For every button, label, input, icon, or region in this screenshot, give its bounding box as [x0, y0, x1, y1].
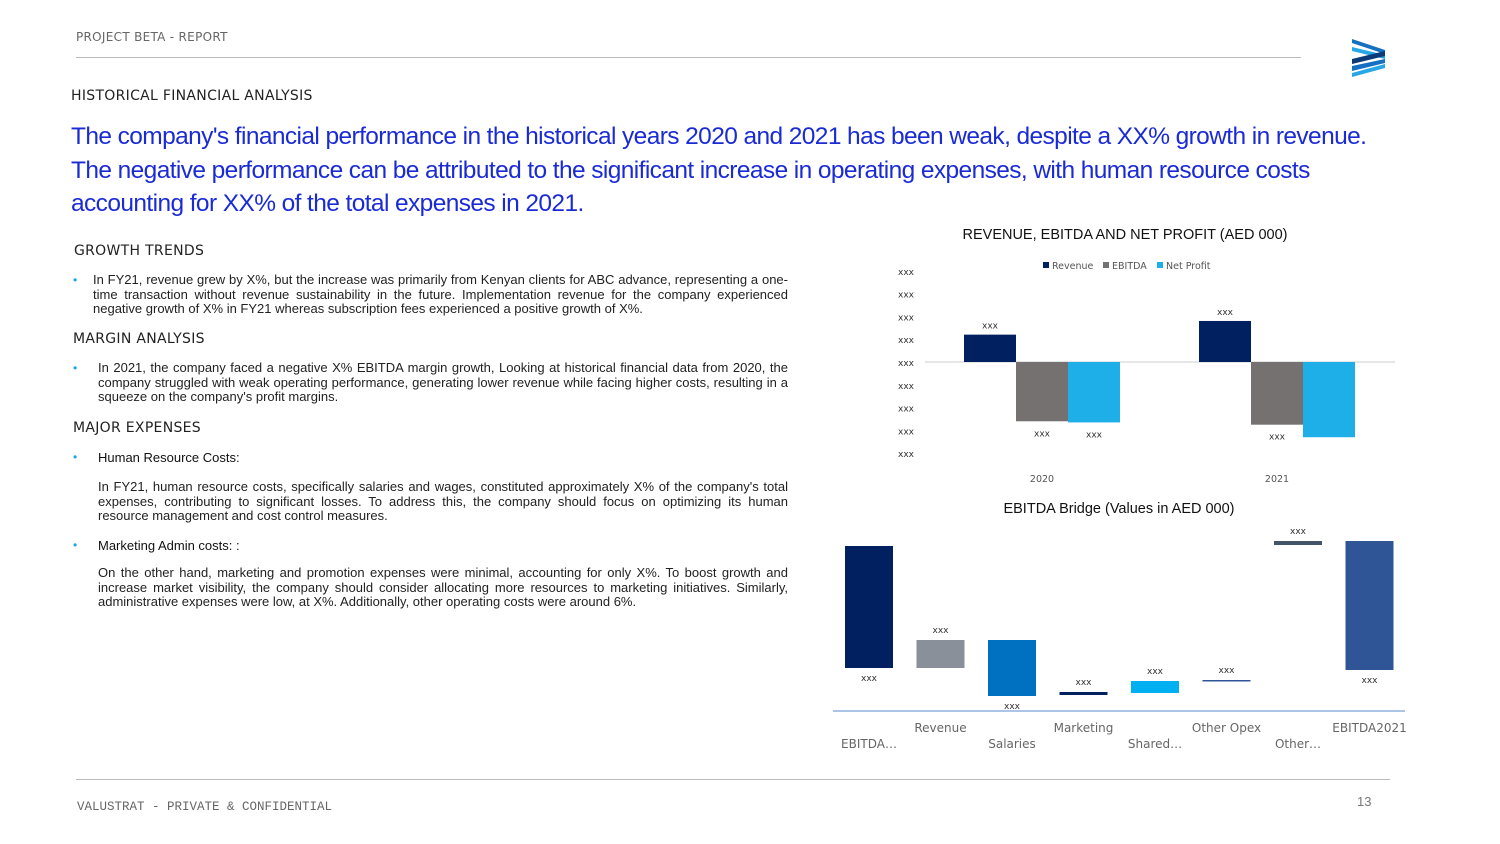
x-tick-label: 2021: [1265, 474, 1289, 485]
x-tick-label: Marketing: [1054, 721, 1114, 735]
header-divider: [76, 57, 1301, 58]
bar-revenue: [964, 334, 1016, 362]
y-tick-label: xxx: [898, 359, 915, 369]
y-tick-label: xxx: [898, 450, 915, 460]
x-tick-label: Revenue: [914, 721, 966, 735]
y-tick-label: xxx: [898, 405, 915, 415]
waterfall-bar: [1131, 681, 1179, 693]
waterfall-bar: [1202, 680, 1251, 682]
bullet-icon: •: [73, 273, 78, 287]
bullet-icon: •: [73, 538, 78, 552]
waterfall-bar: [1274, 541, 1322, 545]
revenue-ebitda-netprofit-chart: xxx xxx xxx xxx xxx xxx xxx xxx xxx Revenue EBITDA…: [898, 261, 1395, 485]
legend-label: EBITDA: [1112, 261, 1147, 272]
data-label: xxx: [982, 322, 999, 332]
data-label: xxx: [1290, 527, 1307, 537]
margin-analysis-text: In 2021, the company faced a negative X%…: [98, 360, 788, 404]
legend-label: Net Profit: [1166, 261, 1211, 272]
y-tick-label: xxx: [898, 313, 915, 323]
data-label: xxx: [861, 674, 878, 684]
bar-revenue: [1199, 320, 1251, 362]
data-label: xxx: [933, 626, 950, 636]
waterfall-bar: [988, 640, 1036, 696]
bar-ebitda: [1251, 362, 1303, 425]
x-tick-label: Shared…: [1128, 737, 1182, 751]
x-tick-label: Other…: [1275, 737, 1321, 751]
y-tick-label: xxx: [898, 291, 915, 301]
data-label: xxx: [1362, 676, 1379, 686]
bar-ebitda: [1016, 362, 1068, 422]
bullet-icon: •: [73, 361, 78, 375]
hr-costs-heading: Human Resource Costs:: [98, 450, 240, 465]
growth-trends-text: In FY21, revenue grew by X%, but the inc…: [93, 272, 788, 316]
y-tick-label: xxx: [898, 382, 915, 392]
company-logo: [1352, 39, 1385, 77]
bullet-icon: •: [73, 450, 78, 464]
marketing-costs-heading: Marketing Admin costs: :: [98, 538, 240, 553]
data-label: xxx: [1086, 430, 1103, 440]
bar-net-profit: [1303, 362, 1355, 438]
y-tick-label: xxx: [898, 268, 915, 278]
data-label: xxx: [1217, 308, 1234, 318]
y-tick-label: xxx: [898, 336, 915, 346]
page-number: 13: [1357, 794, 1372, 809]
waterfall-bar: [916, 640, 965, 668]
x-tick-label: 2020: [1030, 474, 1054, 485]
waterfall-bar: [1345, 541, 1394, 670]
footer-divider: [76, 779, 1390, 780]
marketing-costs-title: Marketing Admin costs: [98, 538, 229, 553]
hr-costs-text: In FY21, human resource costs, specifica…: [98, 479, 788, 523]
data-label: xxx: [1076, 678, 1093, 688]
growth-trends-heading: GROWTH TRENDS: [74, 243, 205, 259]
data-label: xxx: [1269, 433, 1286, 443]
y-tick-label: xxx: [898, 427, 915, 437]
major-expenses-heading: MAJOR EXPENSES: [73, 420, 201, 436]
data-label: xxx: [1004, 702, 1021, 712]
data-label: xxx: [1147, 667, 1164, 677]
ebitda-bridge-chart: xxx EBITDA… xxx Revenue xxx Salaries xxx Market…: [833, 527, 1407, 751]
x-tick-label: EBITDA…: [841, 737, 897, 751]
data-label: xxx: [1219, 666, 1236, 676]
x-tick-label: EBITDA2021: [1332, 721, 1406, 735]
bar-net-profit: [1068, 362, 1120, 423]
revenue-chart-title: REVENUE, EBITDA AND NET PROFIT (AED 000): [962, 227, 1288, 243]
marketing-costs-suffix: : :: [228, 538, 240, 553]
legend-swatch: [1103, 262, 1109, 268]
x-tick-label: Other Opex: [1192, 721, 1261, 735]
waterfall-bar: [845, 546, 893, 668]
data-label: xxx: [1034, 429, 1051, 439]
ebitda-bridge-title: EBITDA Bridge (Values in AED 000): [1003, 501, 1235, 517]
legend-swatch: [1043, 262, 1049, 268]
marketing-costs-text: On the other hand, marketing and promoti…: [98, 565, 788, 609]
x-tick-label: Salaries: [988, 737, 1036, 751]
waterfall-bar: [1059, 692, 1108, 695]
footer-confidential: VALUSTRAT - PRIVATE & CONFIDENTIAL: [77, 800, 333, 814]
headline: The company's financial performance in t…: [71, 123, 1367, 217]
margin-analysis-heading: MARGIN ANALYSIS: [73, 331, 205, 347]
section-title: HISTORICAL FINANCIAL ANALYSIS: [71, 88, 313, 104]
legend-swatch: [1157, 262, 1163, 268]
report-header: PROJECT BETA - REPORT: [76, 30, 228, 44]
legend-label: Revenue: [1052, 261, 1094, 272]
